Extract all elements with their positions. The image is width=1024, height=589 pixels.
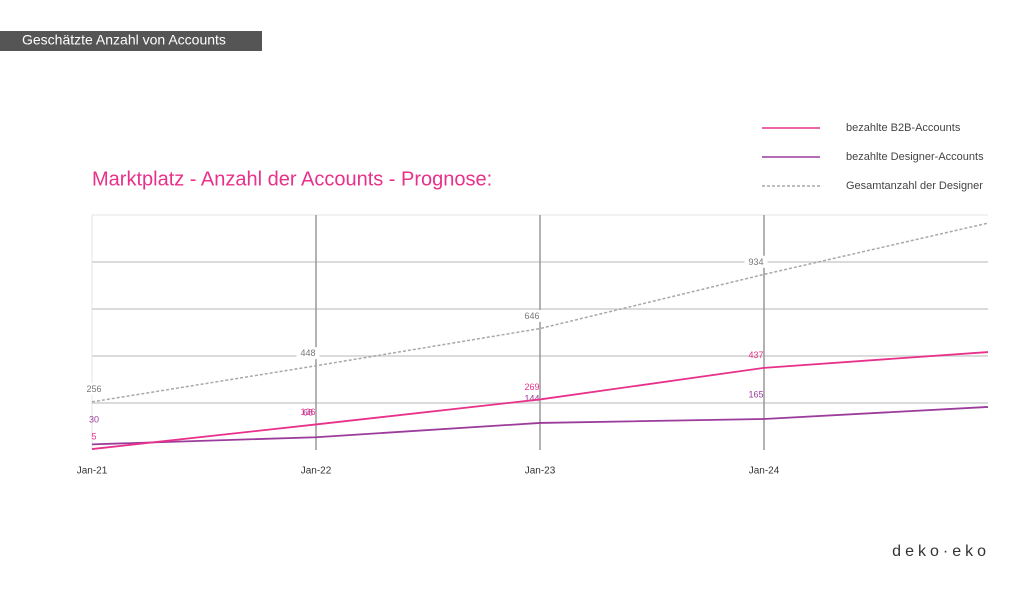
chart-title: Marktplatz - Anzahl der Accounts - Progn… <box>92 168 492 190</box>
data-label: 437 <box>748 350 763 360</box>
data-label: 144 <box>524 393 539 403</box>
label-bg <box>744 255 768 268</box>
data-label: 646 <box>524 311 539 321</box>
header-bar <box>0 31 262 51</box>
series-line <box>91 222 989 403</box>
label-bg <box>82 383 106 396</box>
data-label: 165 <box>748 389 763 399</box>
legend-label: bezahlte B2B-Accounts <box>846 122 961 134</box>
label-bg <box>296 347 320 360</box>
series-line <box>91 351 989 450</box>
label-bg <box>520 309 544 322</box>
logo: deko·eko <box>892 543 990 560</box>
data-label: 5 <box>91 431 96 441</box>
x-tick-label: Jan-23 <box>525 466 556 477</box>
data-label: 30 <box>89 415 99 425</box>
legend-label: bezahlte Designer-Accounts <box>846 151 984 163</box>
data-label: 256 <box>86 384 101 394</box>
data-label: 68 <box>303 408 313 418</box>
series-line <box>91 406 989 446</box>
data-label: 136 <box>300 407 315 417</box>
legend-label: Gesamtanzahl der Designer <box>846 180 983 192</box>
header-title: Geschätzte Anzahl von Accounts <box>22 32 226 48</box>
data-label: 269 <box>524 382 539 392</box>
data-label: 448 <box>300 348 315 358</box>
x-tick-label: Jan-22 <box>301 466 332 477</box>
x-tick-label: Jan-24 <box>749 466 780 477</box>
data-label: 934 <box>748 257 763 267</box>
x-tick-label: Jan-21 <box>77 466 108 477</box>
